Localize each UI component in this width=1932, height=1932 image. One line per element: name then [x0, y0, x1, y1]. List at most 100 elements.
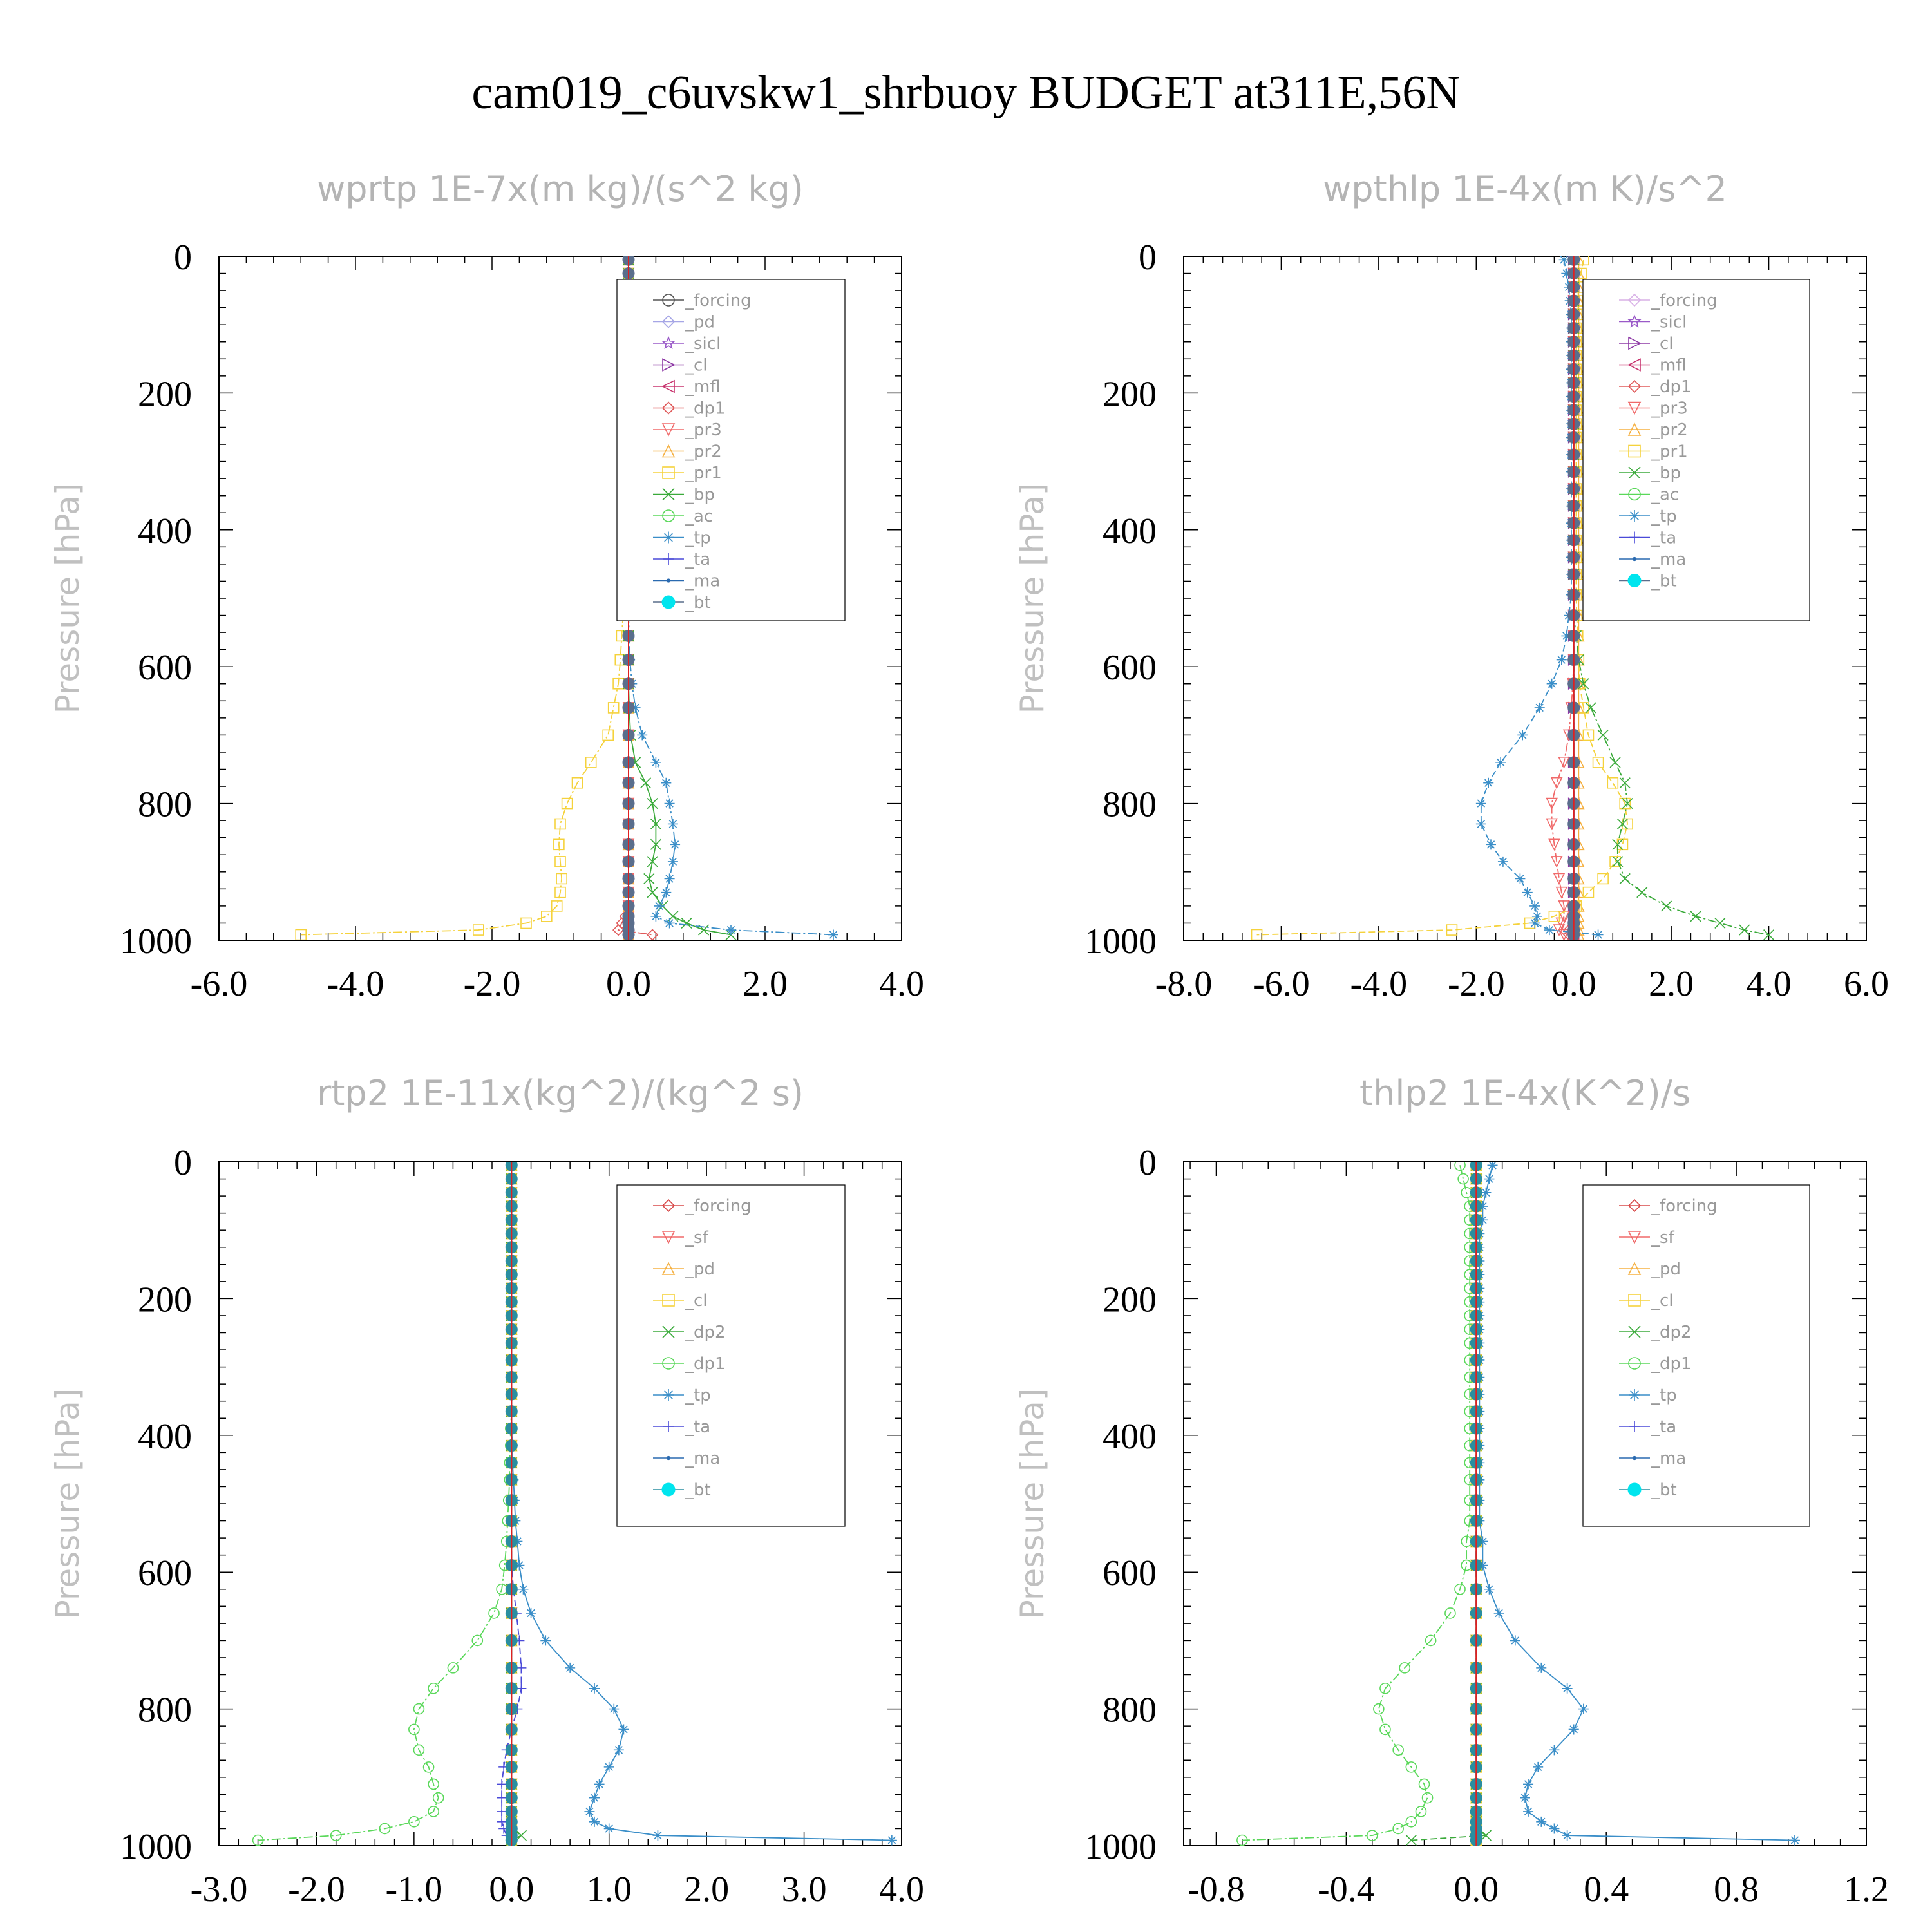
data-point: [1461, 1559, 1472, 1571]
legend-label: _ac: [1651, 486, 1679, 505]
data-point: [618, 1724, 629, 1735]
x-tick-label: -4.0: [1350, 964, 1408, 1004]
legend-label: _ac: [685, 507, 713, 526]
data-point: [1536, 1662, 1547, 1673]
legend-item: _sicl: [653, 334, 721, 354]
data-point: [1486, 839, 1496, 850]
data-point: [514, 1560, 525, 1571]
legend-label: _dp1: [1651, 377, 1692, 397]
data-point: [1546, 797, 1558, 810]
data-point: [488, 1607, 500, 1619]
data-point: [1619, 777, 1631, 789]
y-tick-label: 400: [138, 511, 192, 551]
data-point: [654, 900, 665, 911]
panel-3: rtp2 1E-11x(kg^2)/(kg^2 s) Pressure [hPa]…: [49, 1073, 924, 1909]
data-point: [589, 1683, 600, 1694]
data-point: [589, 1816, 600, 1827]
data-point: [1714, 917, 1726, 929]
data-point: [1457, 1173, 1469, 1185]
legend-label: _ta: [685, 550, 710, 569]
x-tick-label: 4.0: [1747, 964, 1792, 1004]
data-point: [630, 702, 641, 713]
legend-marker: [1628, 1357, 1641, 1370]
data-point: [646, 929, 659, 940]
data-point: [447, 1662, 459, 1674]
data-point: [1561, 268, 1572, 279]
legend-item: _tp: [1619, 507, 1677, 526]
legend-label: _ma: [1651, 1449, 1686, 1468]
legend-label: _pr3: [1651, 399, 1688, 419]
data-point: [1546, 678, 1557, 689]
legend-marker: [1627, 1482, 1642, 1497]
data-point: [1533, 1761, 1544, 1772]
legend-label: _pr2: [685, 442, 722, 462]
data-point: [667, 819, 678, 829]
legend-marker: [661, 336, 676, 349]
legend-item: _bt: [1619, 1481, 1677, 1500]
data-point: [497, 1779, 507, 1790]
data-point: [1546, 818, 1558, 831]
series-line: [301, 260, 629, 936]
data-point: [1619, 797, 1631, 810]
data-point: [661, 777, 672, 788]
data-point: [1612, 856, 1624, 867]
x-tick-label: -0.4: [1318, 1870, 1375, 1909]
data-point: [1612, 838, 1624, 850]
x-tick-label: 1.0: [587, 1870, 632, 1909]
data-point: [602, 729, 614, 741]
legend-label: _dp1: [1651, 1354, 1692, 1374]
data-point: [1562, 1683, 1573, 1694]
data-point: [516, 1683, 527, 1694]
data-point: [526, 1607, 536, 1618]
y-tick-label: 0: [1139, 1143, 1157, 1183]
legend-item: _pr2: [1619, 421, 1688, 440]
data-point: [1597, 873, 1609, 885]
legend-marker: [1628, 1325, 1641, 1338]
x-tick-label: 3.0: [782, 1870, 827, 1909]
data-point: [1558, 900, 1570, 913]
data-point: [1619, 873, 1631, 884]
legend-label: _forcing: [685, 1197, 752, 1216]
legend-label: _bt: [685, 593, 711, 612]
x-tick-label: 4.0: [879, 964, 924, 1004]
y-tick-label: 0: [174, 1143, 192, 1183]
data-point: [1497, 856, 1508, 867]
legend-marker: [662, 358, 676, 372]
y-tick-label: 200: [138, 374, 192, 414]
data-point: [1495, 757, 1506, 768]
legend-item: _sf: [1619, 1228, 1675, 1247]
data-point: [1622, 798, 1633, 810]
data-point: [1536, 1816, 1547, 1827]
data-point: [607, 702, 620, 714]
legend-item: _ta: [1619, 1417, 1676, 1437]
legend-item: _pr3: [1619, 399, 1688, 419]
series-line: [1242, 1165, 1471, 1841]
x-tick-label: -3.0: [191, 1870, 248, 1909]
x-tick-label: 0.0: [489, 1870, 534, 1909]
data-point: [1366, 1830, 1378, 1841]
data-point: [647, 856, 658, 867]
legend-label: _ma: [685, 572, 720, 591]
data-point: [828, 929, 838, 940]
legend-item: _forcing: [1619, 291, 1718, 310]
data-point: [1392, 1744, 1404, 1756]
data-point: [1548, 911, 1560, 922]
data-point: [1405, 1834, 1417, 1846]
legend-label: _pr3: [685, 421, 722, 440]
y-axis-label: Pressure [hPa]: [49, 1388, 86, 1620]
data-point: [1515, 873, 1526, 884]
legend-marker: [661, 1231, 676, 1244]
legend-marker: [666, 578, 671, 583]
x-tick-label: -2.0: [1448, 964, 1505, 1004]
data-point: [726, 925, 736, 936]
data-point: [1609, 757, 1621, 768]
legend-label: _bp: [1651, 464, 1681, 483]
data-point: [639, 777, 652, 789]
y-tick-label: 0: [1139, 238, 1157, 278]
data-point: [603, 1823, 614, 1834]
data-point: [330, 1830, 342, 1841]
data-point: [408, 1816, 420, 1828]
data-point: [650, 757, 661, 768]
panel-1: wprtp 1E-7x(m kg)/(s^2 kg) Pressure [hPa]…: [49, 169, 924, 1004]
data-point: [1592, 757, 1604, 768]
